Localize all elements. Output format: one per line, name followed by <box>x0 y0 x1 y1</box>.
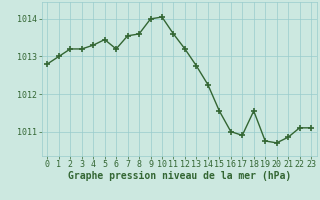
X-axis label: Graphe pression niveau de la mer (hPa): Graphe pression niveau de la mer (hPa) <box>68 171 291 181</box>
